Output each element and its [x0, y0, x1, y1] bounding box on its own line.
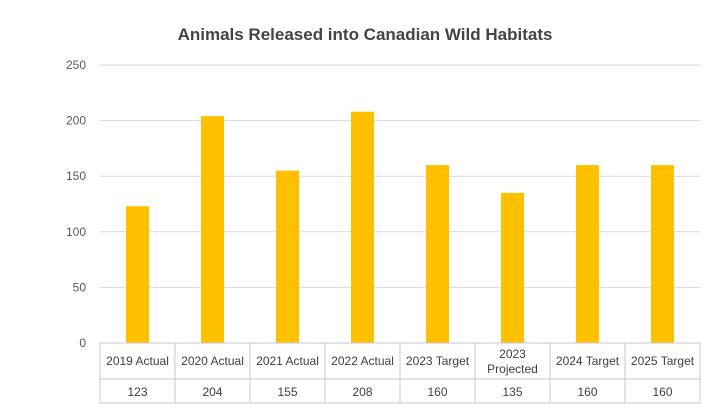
- y-tick-label: 50: [73, 280, 87, 294]
- bar: [426, 165, 449, 343]
- y-axis-ticks: 0 50 100 150 200 250: [66, 58, 86, 350]
- bar: [501, 192, 524, 343]
- category-label: 2023 Target: [406, 354, 470, 368]
- data-value-label: 135: [502, 385, 522, 399]
- gridlines: [100, 64, 700, 288]
- bars: [126, 111, 674, 343]
- data-value-label: 123: [127, 385, 147, 399]
- data-value-label: 160: [577, 385, 597, 399]
- category-label: 2019 Actual: [106, 354, 169, 368]
- data-value-label: 204: [202, 385, 222, 399]
- data-value-label: 155: [277, 385, 297, 399]
- bar: [126, 206, 149, 343]
- bar: [351, 111, 374, 343]
- y-tick-label: 100: [66, 225, 86, 239]
- category-label: 2024 Target: [556, 354, 620, 368]
- y-tick-label: 250: [66, 58, 86, 72]
- y-tick-label: 0: [79, 336, 86, 350]
- chart-title: Animals Released into Canadian Wild Habi…: [178, 25, 553, 44]
- bar: [276, 170, 299, 343]
- data-value-label: 160: [427, 385, 447, 399]
- bar: [201, 116, 224, 343]
- category-label: 2025 Target: [631, 354, 695, 368]
- bar: [576, 165, 599, 343]
- category-label: 2023 Projected: [487, 347, 538, 376]
- data-value-label: 208: [352, 385, 372, 399]
- y-tick-label: 200: [66, 114, 86, 128]
- y-tick-label: 150: [66, 169, 86, 183]
- data-table: 2019 Actual 123 2020 Actual 204 2021 Actual 1…: [99, 342, 701, 404]
- category-label: 2021 Actual: [256, 354, 319, 368]
- category-label: 2022 Actual: [331, 354, 394, 368]
- category-label: 2020 Actual: [181, 354, 244, 368]
- data-value-label: 160: [652, 385, 672, 399]
- bar: [651, 165, 674, 343]
